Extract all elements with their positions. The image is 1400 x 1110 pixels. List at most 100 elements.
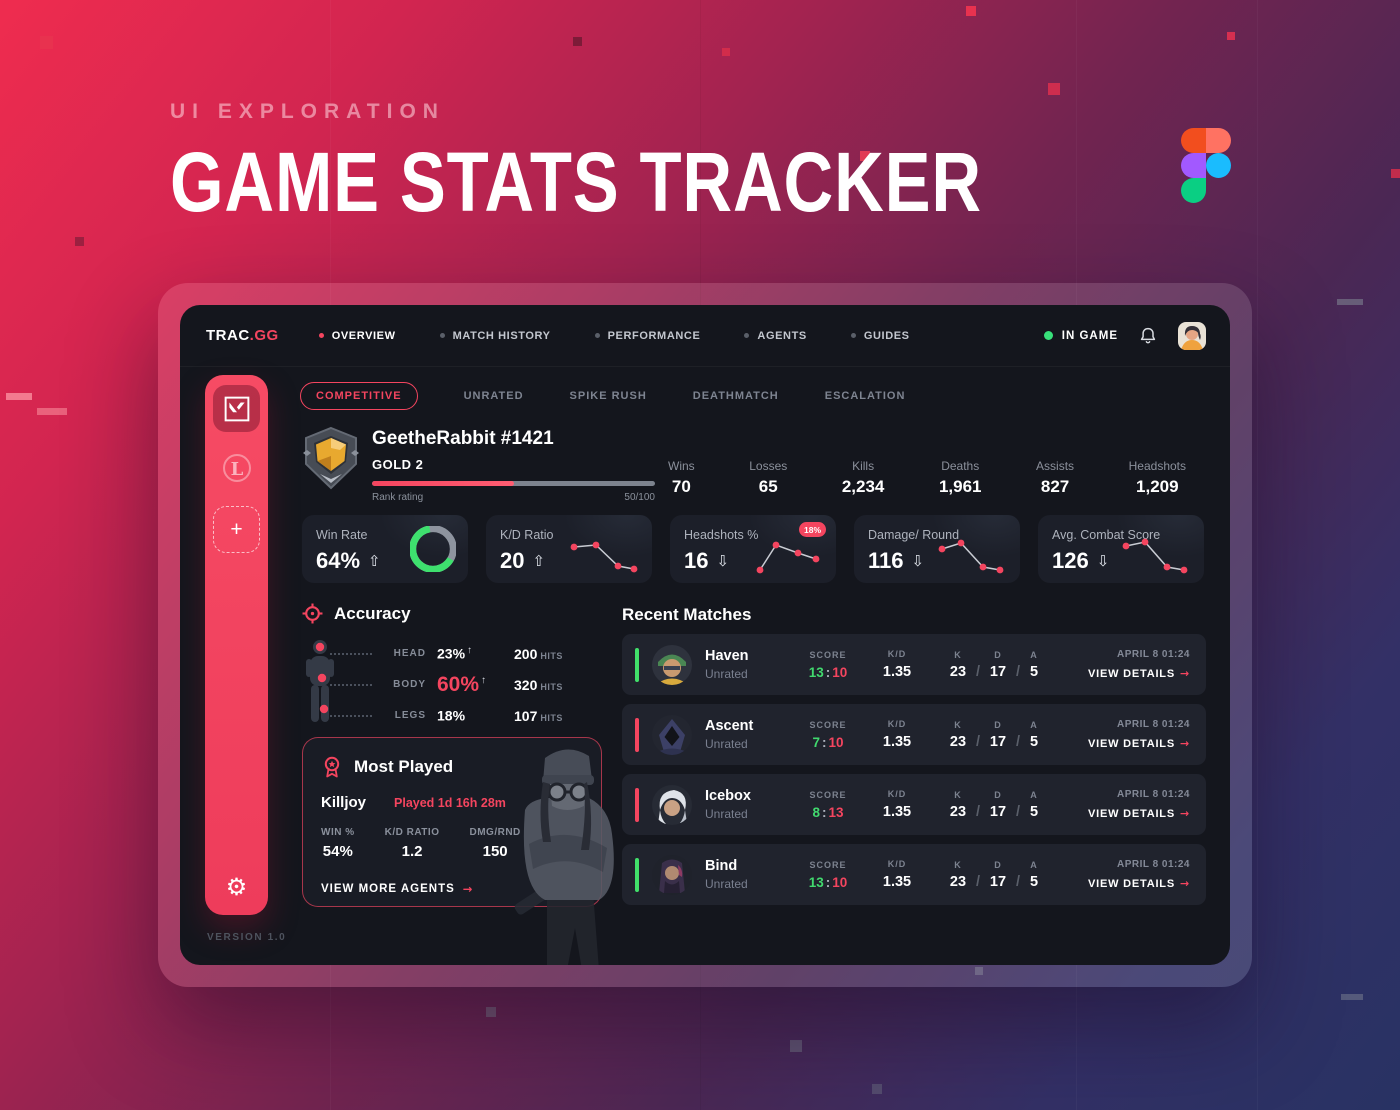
bell-icon[interactable]: [1138, 326, 1158, 346]
view-more-agents-button[interactable]: VIEW MORE AGENTS →: [321, 882, 474, 896]
trend-down-icon: ⇩: [1096, 552, 1110, 570]
mp-stat-winrate: WIN % 54%: [321, 827, 355, 860]
tab-escalation[interactable]: ESCALATION: [824, 390, 906, 402]
arrow-right-icon: →: [462, 882, 474, 896]
sparkline: [938, 539, 1004, 574]
app-frame: TRAC.GG OVERVIEW MATCH HISTORY PERFORMAN…: [158, 283, 1252, 987]
player-info: GeetheRabbit #1421 GOLD 2 Rank rating 50…: [372, 428, 655, 503]
agent-name: Killjoy: [321, 794, 367, 811]
app-window: TRAC.GG OVERVIEW MATCH HISTORY PERFORMAN…: [180, 305, 1230, 965]
nav-item-overview[interactable]: OVERVIEW: [318, 330, 396, 342]
version-label: VERSION 1.0: [207, 932, 287, 943]
crosshair-icon: [302, 603, 323, 624]
rank-progress-fill: [372, 481, 514, 486]
accuracy-row-legs: LEGS 18% 107 HITS: [330, 700, 612, 731]
agent-avatar: [652, 714, 692, 755]
online-dot-icon: [1043, 331, 1053, 340]
nav-item-performance[interactable]: PERFORMANCE: [594, 329, 701, 342]
recent-matches-section: Recent Matches Haven Unrated SCORE 13:10…: [622, 605, 1206, 905]
sidebar-item-valorant[interactable]: [213, 385, 260, 432]
card-avg-combat-score[interactable]: Avg. Combat Score 126 ⇩: [1038, 515, 1204, 583]
nav-item-label: PERFORMANCE: [607, 329, 701, 342]
arrow-right-icon: →: [1179, 737, 1190, 750]
sparkline: [570, 541, 638, 573]
up-arrow-icon: ↑: [481, 674, 487, 686]
brand-primary: TRAC: [206, 327, 250, 344]
tab-unrated[interactable]: UNRATED: [463, 390, 524, 402]
deco-dash: [6, 393, 32, 400]
bullet-icon: [744, 333, 750, 338]
stat-headshots: Headshots 1,209: [1128, 459, 1186, 496]
plus-icon: +: [230, 517, 243, 541]
bullet-icon: [850, 333, 856, 338]
result-bar: [635, 647, 639, 682]
brand-logo[interactable]: TRAC.GG: [206, 327, 279, 344]
stat-wins: Wins 70: [668, 459, 695, 496]
mode-tabs: COMPETITIVE UNRATED SPIKE RUSH DEATHMATC…: [300, 382, 905, 410]
deco-square: [573, 37, 582, 46]
bg-line: [1257, 0, 1258, 1110]
agent-avatar: [652, 784, 692, 825]
up-arrow-icon: ↑: [467, 645, 473, 657]
summary-stats: Wins 70 Losses 65 Kills 2,234 Deaths 1,961 A…: [668, 459, 1186, 497]
deco-square: [1391, 169, 1400, 178]
mp-stat-dmg: DMG/RND 150: [469, 827, 521, 860]
user-avatar[interactable]: [1178, 321, 1206, 350]
tab-deathmatch[interactable]: DEATHMATCH: [692, 390, 779, 402]
trend-up-icon: ⇧: [368, 552, 381, 570]
bullet-icon: [318, 333, 324, 338]
rating-value: 50/100: [624, 492, 655, 503]
match-date: APRIL 8 01:24: [1116, 719, 1190, 730]
accuracy-title: Accuracy: [334, 603, 411, 623]
view-details-link[interactable]: VIEW DETAILS →: [1087, 807, 1190, 820]
sidebar-item-league[interactable]: L: [217, 448, 257, 488]
stat-losses: Losses 65: [749, 459, 788, 496]
card-damage-round[interactable]: Damage/ Round 116 ⇩: [854, 515, 1020, 583]
most-played-card: Most Played Killjoy Played 1d 16h 28m WI…: [302, 737, 614, 965]
nav-item-agents[interactable]: AGENTS: [744, 330, 806, 342]
arrow-right-icon: →: [1179, 807, 1190, 820]
in-game-status: IN GAME: [1043, 329, 1118, 342]
deco-square: [486, 1007, 496, 1017]
win-rate-donut: [410, 526, 456, 572]
accuracy-row-body: BODY 60% ↑ 320 HITS: [330, 669, 612, 700]
dashed-connector: [330, 714, 372, 717]
deco-square: [75, 237, 84, 246]
deco-square: [975, 967, 983, 975]
view-details-link[interactable]: VIEW DETAILS →: [1087, 877, 1190, 890]
match-date: APRIL 8 01:24: [1116, 649, 1190, 660]
deco-square: [40, 36, 53, 49]
player-rank: GOLD 2: [372, 457, 424, 472]
nav-item-label: AGENTS: [757, 329, 807, 342]
card-headshots[interactable]: Headshots % 16 ⇩ 18%: [670, 515, 836, 583]
top-nav: TRAC.GG OVERVIEW MATCH HISTORY PERFORMAN…: [180, 305, 1230, 367]
status-label: IN GAME: [1061, 329, 1118, 342]
sparkline: [1122, 538, 1188, 574]
most-played-title: Most Played: [354, 757, 454, 776]
peak-badge: 18%: [798, 522, 826, 537]
result-bar: [635, 857, 639, 892]
result-bar: [635, 717, 639, 752]
nav-item-match-history[interactable]: MATCH HISTORY: [439, 330, 551, 342]
deco-dash: [37, 408, 67, 415]
view-details-link[interactable]: VIEW DETAILS →: [1087, 737, 1190, 750]
tab-spike-rush[interactable]: SPIKE RUSH: [569, 390, 647, 402]
recent-matches-title: Recent Matches: [622, 605, 752, 624]
card-kd-ratio[interactable]: K/D Ratio 20 ⇧: [486, 515, 652, 583]
arrow-right-icon: →: [1179, 667, 1190, 680]
settings-gear-icon[interactable]: ⚙: [225, 873, 248, 901]
nav-item-guides[interactable]: GUIDES: [850, 330, 910, 342]
figma-logo-icon: [1181, 128, 1231, 204]
stat-assists: Assists 827: [1036, 459, 1075, 496]
card-win-rate[interactable]: Win Rate 64% ⇧: [302, 515, 468, 583]
agent-avatar: [652, 854, 692, 895]
bullet-icon: [439, 333, 445, 338]
rank-badge-icon: [300, 426, 362, 492]
tab-competitive[interactable]: COMPETITIVE: [300, 382, 418, 410]
view-details-link[interactable]: VIEW DETAILS →: [1087, 667, 1190, 680]
add-game-button[interactable]: +: [213, 506, 260, 553]
